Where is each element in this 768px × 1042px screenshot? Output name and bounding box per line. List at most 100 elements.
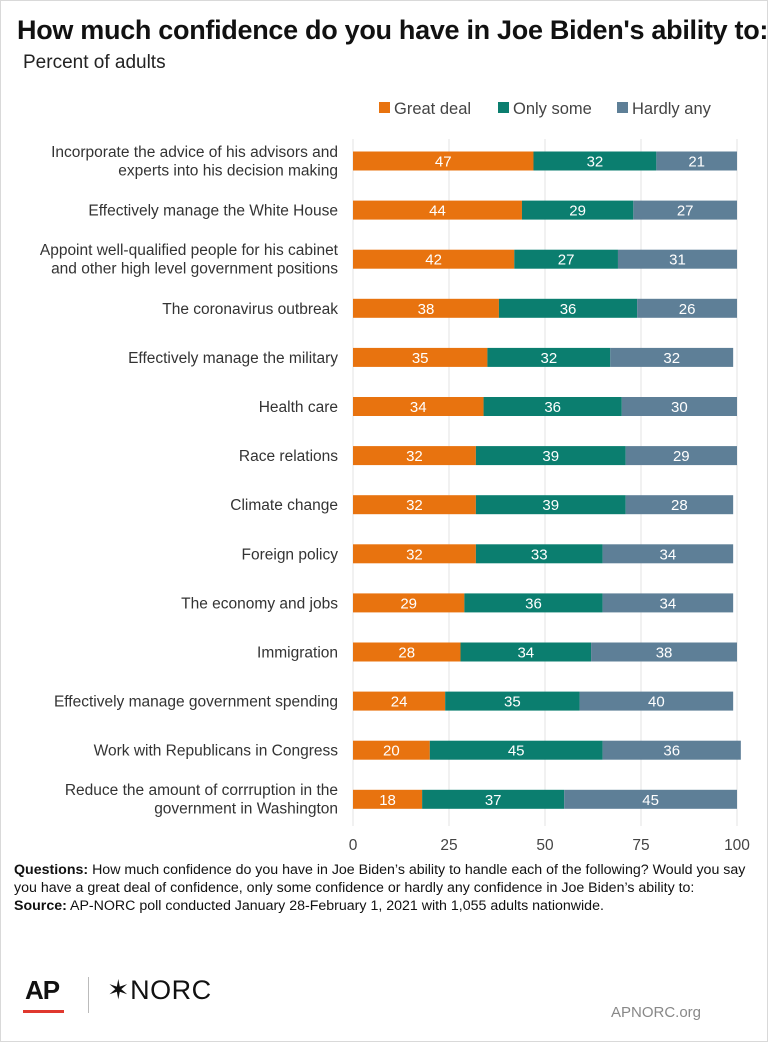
bar-segment-great-deal	[353, 397, 484, 416]
data-label: 44	[429, 203, 446, 220]
bar-segment-only-some	[514, 249, 618, 269]
bar-segment-only-some	[498, 298, 638, 318]
category-label: The economy and jobs	[181, 595, 338, 612]
source-label: Source:	[14, 898, 67, 914]
data-label: 34	[660, 546, 677, 563]
questions-label: Questions:	[14, 862, 89, 878]
bar-segment-hardly-any	[617, 249, 737, 269]
category-label: Incorporate the advice of his advisors a…	[51, 144, 338, 180]
bar-segment-hardly-any	[656, 151, 737, 171]
category-label: Effectively manage the military	[128, 350, 338, 367]
bar-segment-only-some	[483, 397, 622, 416]
category-label-line: Health care	[259, 399, 338, 416]
source-text: AP-NORC poll conducted January 28-Februa…	[70, 898, 604, 914]
bar-segment-only-some	[422, 789, 565, 809]
legend-label-only-some: Only some	[513, 100, 592, 118]
x-tick-label: 100	[724, 837, 750, 854]
bar-segment-great-deal	[353, 544, 476, 564]
bar-segment-only-some	[475, 446, 626, 466]
category-label-line: Reduce the amount of corrruption in the	[65, 782, 338, 799]
data-label: 28	[398, 645, 415, 662]
legend-item-great-deal: Great deal	[379, 100, 471, 119]
data-label: 45	[642, 792, 659, 809]
legend-swatch-great-deal	[379, 102, 390, 114]
bar-segment-hardly-any	[602, 740, 741, 760]
bar-segment-only-some	[475, 544, 603, 564]
site-url: APNORC.org	[611, 1004, 702, 1021]
chart-title: How much confidence do you have in Joe B…	[17, 15, 768, 45]
data-label: 36	[544, 399, 561, 416]
legend-item-only-some: Only some	[498, 100, 592, 119]
data-label: 45	[508, 743, 525, 760]
data-label: 39	[542, 448, 559, 465]
ap-logo-underline	[23, 1010, 64, 1013]
data-label: 26	[679, 301, 696, 318]
category-label-line: Incorporate the advice of his advisors a…	[51, 144, 338, 161]
norc-logo: ✶NORC	[107, 975, 212, 1005]
bar-segment-great-deal	[353, 446, 476, 466]
category-label-line: Climate change	[230, 497, 338, 514]
data-label: 24	[391, 694, 408, 711]
bar-segment-only-some	[475, 495, 626, 515]
data-label: 28	[671, 497, 688, 514]
bar-segment-hardly-any	[602, 593, 734, 613]
data-label: 37	[485, 792, 502, 809]
x-tick-label: 25	[440, 837, 457, 854]
category-label-line: experts into his decision making	[118, 162, 338, 179]
bar-segment-hardly-any	[610, 347, 734, 367]
category-label-line: Race relations	[239, 448, 338, 465]
bar-segment-only-some	[533, 151, 657, 171]
data-label: 32	[406, 546, 423, 563]
bar-segment-great-deal	[353, 249, 515, 269]
bar-segment-great-deal	[353, 691, 446, 711]
category-label-line: Foreign policy	[242, 546, 339, 563]
bar-segment-only-some	[460, 642, 592, 662]
category-label-line: The coronavirus outbreak	[162, 301, 338, 318]
logo-divider	[88, 977, 89, 1013]
bar-segment-great-deal	[353, 642, 461, 662]
category-label: The coronavirus outbreak	[162, 301, 338, 318]
bar-segment-great-deal	[353, 495, 476, 515]
bar-segment-only-some	[487, 347, 611, 367]
bar-segment-only-some	[464, 593, 603, 613]
data-label: 36	[560, 301, 577, 318]
data-label: 21	[688, 154, 705, 171]
bar-segment-hardly-any	[625, 495, 734, 515]
bar-segment-only-some	[445, 691, 580, 711]
bar-segment-hardly-any	[602, 544, 734, 564]
category-label-line: The economy and jobs	[181, 595, 338, 612]
x-tick-label: 75	[632, 837, 649, 854]
data-label: 32	[406, 497, 423, 514]
data-label: 27	[558, 252, 575, 269]
category-label: Appoint well-qualified people for his ca…	[40, 242, 339, 278]
data-label: 32	[540, 350, 557, 367]
data-label: 40	[648, 694, 665, 711]
bar-segment-only-some	[521, 200, 634, 220]
category-label: Reduce the amount of corrruption in the g…	[65, 782, 338, 818]
bar-segment-great-deal	[353, 298, 499, 318]
legend-swatch-only-some	[498, 102, 509, 114]
category-label: Work with Republicans in Congress	[94, 743, 339, 760]
legend-item-hardly-any: Hardly any	[617, 100, 711, 119]
category-label-line: government in Washington	[154, 801, 338, 818]
questions-text: How much confidence do you have in Joe B…	[14, 862, 746, 896]
data-label: 32	[406, 448, 423, 465]
data-label: 36	[525, 595, 542, 612]
data-label: 29	[569, 203, 586, 220]
data-label: 32	[587, 154, 604, 171]
category-label: Effectively manage government spending	[54, 694, 338, 711]
data-label: 47	[435, 154, 452, 171]
bar-segment-hardly-any	[564, 789, 737, 809]
data-label: 18	[379, 792, 396, 809]
legend-label-hardly-any: Hardly any	[632, 100, 711, 118]
data-label: 42	[425, 252, 442, 269]
legend-label-great-deal: Great deal	[394, 100, 472, 118]
data-label: 38	[656, 645, 673, 662]
chart-subtitle: Percent of adults	[23, 52, 166, 73]
bar-segment-hardly-any	[621, 397, 737, 416]
category-label-line: Appoint well-qualified people for his ca…	[40, 242, 339, 259]
x-tick-label: 0	[349, 837, 358, 854]
bar-segment-great-deal	[353, 740, 430, 760]
data-label: 34	[517, 645, 534, 662]
